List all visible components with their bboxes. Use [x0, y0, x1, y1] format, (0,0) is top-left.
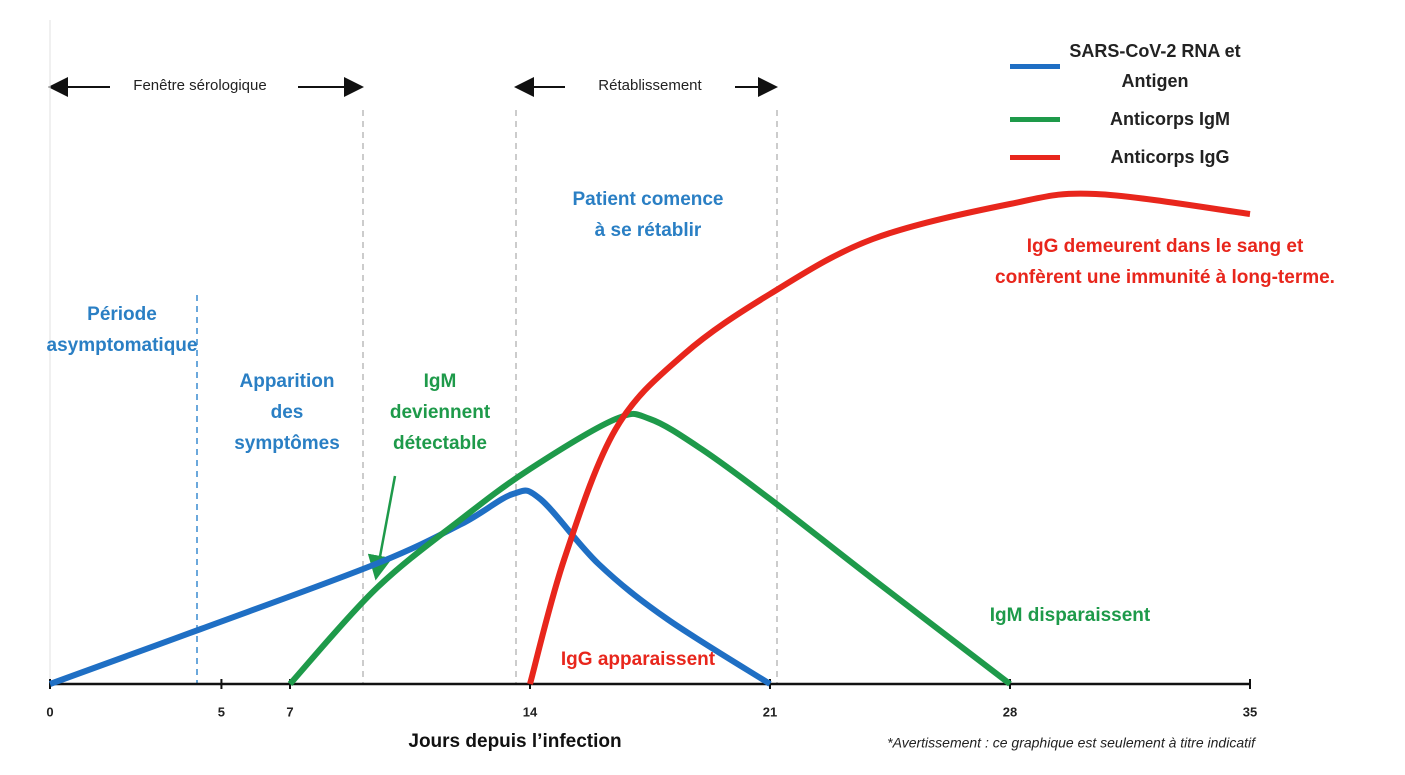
annotation: asymptomatique	[47, 335, 198, 356]
legend-label: Anticorps IgG	[1110, 147, 1230, 167]
x-tick-label: 14	[523, 704, 538, 719]
annotation: détectable	[393, 433, 487, 454]
x-tick-label: 35	[1243, 704, 1257, 719]
legend-label: Anticorps IgM	[1110, 109, 1230, 129]
annotation: Apparition	[240, 371, 335, 392]
legend-item: Anticorps IgG	[1010, 142, 1310, 172]
annotation: Patient comence	[573, 189, 724, 210]
footnote: *Avertissement : ce graphique est seulem…	[887, 735, 1257, 751]
annotation: symptômes	[234, 433, 340, 454]
x-tick-label: 28	[1003, 704, 1017, 719]
x-tick-label: 21	[763, 704, 777, 719]
legend-label: SARS-CoV-2 RNA et Antigen	[1069, 41, 1241, 91]
legend-swatch	[1010, 116, 1060, 122]
annotation: IgM	[424, 371, 457, 392]
series-line	[48, 487, 772, 687]
x-tick-label: 0	[46, 704, 53, 719]
series-line	[527, 190, 1251, 685]
annotation: IgG apparaissent	[561, 649, 716, 670]
legend-item: SARS-CoV-2 RNA et Antigen	[1010, 36, 1310, 96]
annotation-bg	[115, 75, 285, 97]
legend: SARS-CoV-2 RNA et Antigen Anticorps IgM An…	[1010, 36, 1310, 180]
annotation: deviennent	[390, 402, 491, 423]
x-axis-label: Jours depuis l’infection	[408, 731, 621, 752]
x-tick-label: 5	[218, 704, 225, 719]
annotation: IgM disparaissent	[990, 605, 1151, 626]
annotation-bg	[565, 75, 735, 97]
annotation: IgG demeurent dans le sang et	[1027, 236, 1304, 257]
annotation: des	[271, 402, 304, 423]
annotation: à se rétablir	[595, 220, 702, 241]
legend-item: Anticorps IgM	[1010, 104, 1310, 134]
x-tick-label: 7	[286, 704, 293, 719]
legend-swatch	[1010, 63, 1060, 69]
guides	[48, 77, 778, 684]
annotation: Fenêtre sérologique	[133, 77, 266, 94]
annotation: confèrent une immunité à long-terme.	[995, 267, 1335, 288]
series-line	[287, 411, 1012, 687]
annotation: Période	[87, 304, 157, 325]
legend-swatch	[1010, 154, 1060, 160]
annotation: Rétablissement	[598, 77, 702, 94]
